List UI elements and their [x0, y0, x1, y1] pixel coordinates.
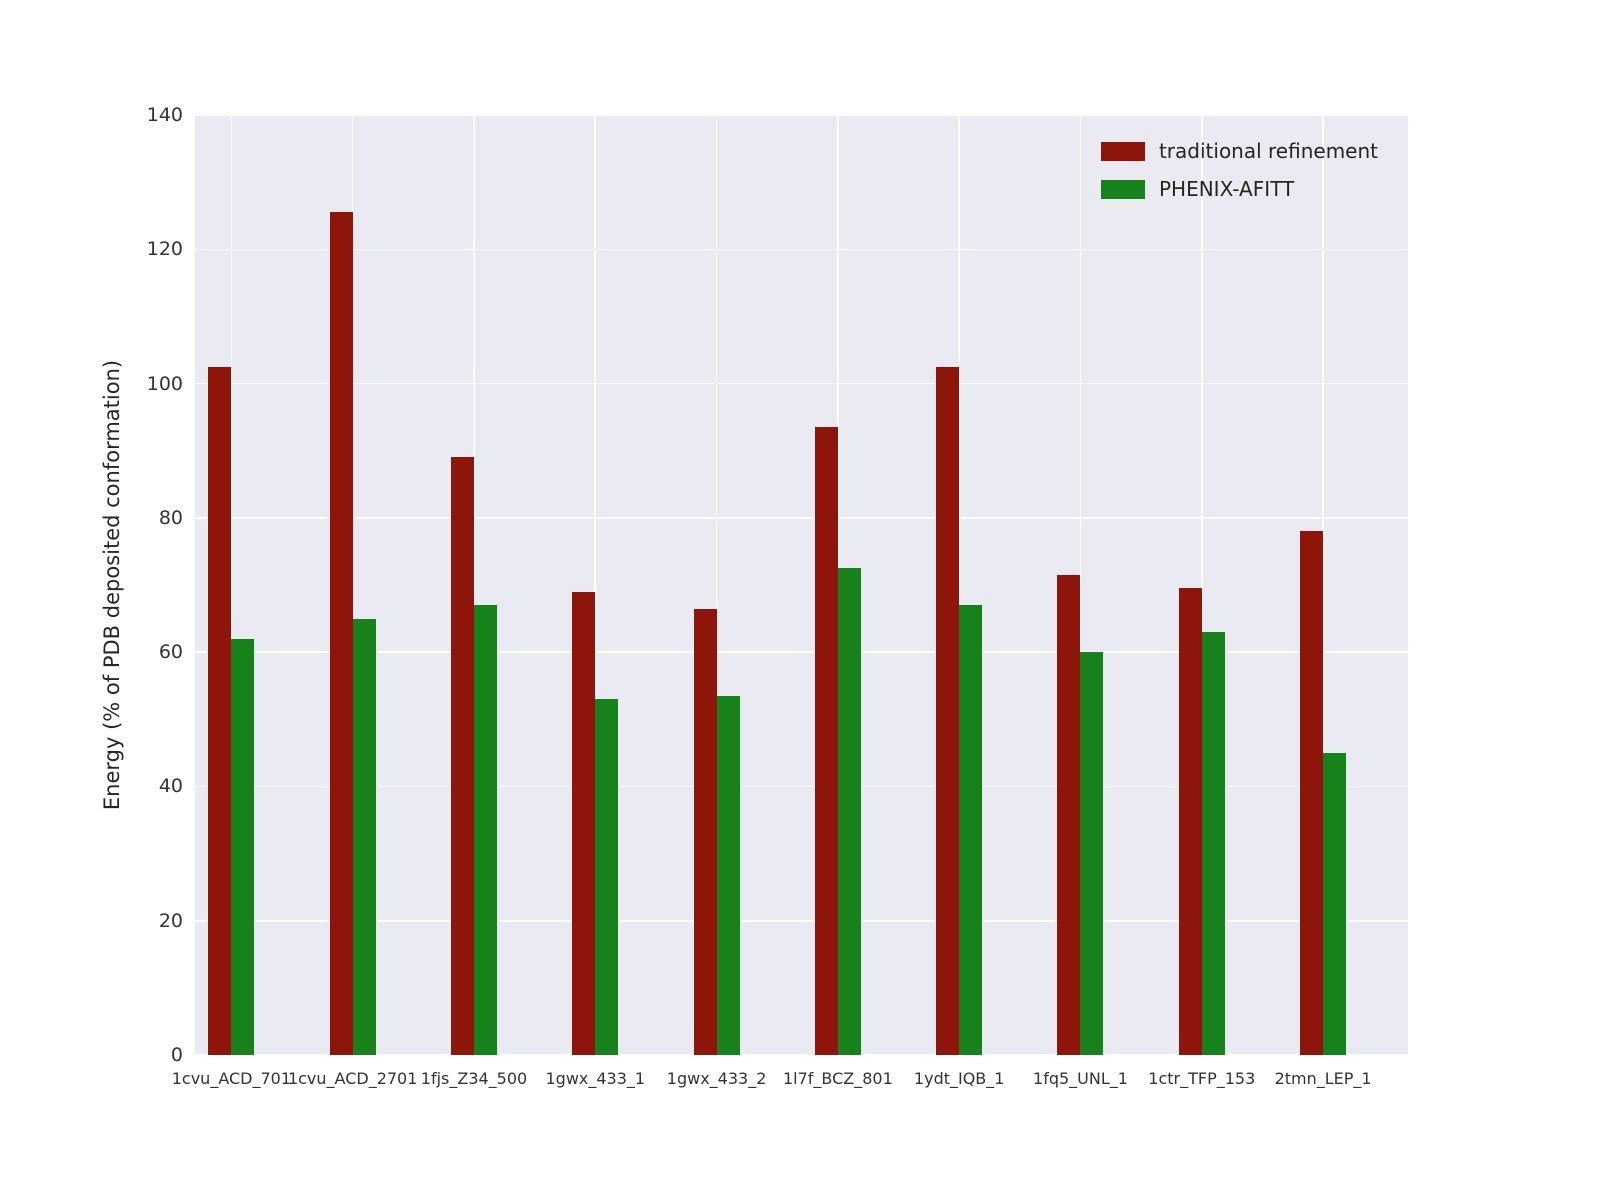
x-tick-label: 1cvu_ACD_2701	[287, 1069, 418, 1088]
x-tick-label: 1l7f_BCZ_801	[782, 1069, 893, 1088]
y-tick-label: 80	[158, 506, 183, 529]
gridline-vertical	[1200, 115, 1203, 1055]
bar-phenix-afitt	[959, 605, 983, 1055]
x-tick-label: 1gwx_433_1	[545, 1069, 646, 1088]
gridline-horizontal	[195, 382, 1408, 385]
bar-traditional-refinement	[1300, 531, 1324, 1055]
bar-phenix-afitt	[837, 568, 861, 1055]
gridline-horizontal	[195, 248, 1408, 251]
x-tick-label: 2tmn_LEP_1	[1274, 1069, 1372, 1088]
legend-label: traditional refinement	[1158, 139, 1378, 163]
x-tick-label: 1gwx_433_2	[666, 1069, 767, 1088]
legend-swatch-icon	[1100, 141, 1145, 161]
bar-phenix-afitt	[352, 618, 376, 1055]
bar-traditional-refinement	[572, 591, 596, 1055]
plot-area: traditional refinement PHENIX-AFITT	[195, 114, 1408, 1056]
legend-label: PHENIX-AFITT	[1158, 177, 1295, 201]
bar-traditional-refinement	[693, 608, 717, 1055]
x-tick-label: 1ctr_TFP_153	[1148, 1069, 1256, 1088]
gridline-vertical	[594, 115, 597, 1055]
y-tick-label: 140	[146, 104, 183, 126]
gridline-vertical	[473, 115, 475, 1055]
y-tick-label: 100	[146, 372, 183, 395]
bar-traditional-refinement	[450, 457, 474, 1055]
bar-traditional-refinement	[208, 366, 232, 1055]
bar-phenix-afitt	[473, 605, 497, 1055]
bar-phenix-afitt	[595, 699, 619, 1055]
bar-phenix-afitt	[716, 695, 740, 1055]
y-tick-label: 20	[158, 909, 183, 932]
gridline-vertical	[1079, 115, 1082, 1055]
gridline-horizontal	[195, 517, 1408, 519]
gridline-horizontal	[195, 651, 1408, 653]
legend-swatch-icon	[1100, 179, 1145, 199]
gridline-horizontal	[195, 1054, 1408, 1056]
bar-traditional-refinement	[329, 212, 353, 1055]
bar-phenix-afitt	[1080, 652, 1104, 1055]
y-tick-label: 60	[158, 641, 183, 664]
y-tick-label: 40	[158, 775, 183, 798]
gridline-horizontal	[195, 785, 1408, 788]
y-axis-title: Energy (% of PDB deposited conformation)	[100, 359, 124, 811]
bar-phenix-afitt	[231, 638, 255, 1055]
legend: traditional refinement PHENIX-AFITT	[1091, 133, 1388, 207]
x-tick-label: 1fjs_Z34_500	[420, 1069, 528, 1088]
gridline-vertical	[1322, 115, 1324, 1055]
legend-item: PHENIX-AFITT	[1100, 177, 1378, 201]
gridline-horizontal	[195, 919, 1408, 922]
bar-traditional-refinement	[1178, 588, 1202, 1055]
bar-phenix-afitt	[1323, 752, 1347, 1055]
legend-item: traditional refinement	[1100, 139, 1378, 163]
x-tick-label: 1fq5_UNL_1	[1033, 1069, 1128, 1088]
gridline-horizontal	[195, 114, 1408, 116]
gridline-vertical	[230, 115, 233, 1055]
bar-phenix-afitt	[1201, 632, 1225, 1055]
y-tick-label: 0	[170, 1044, 183, 1066]
bar-traditional-refinement	[936, 366, 960, 1055]
bar-traditional-refinement	[1057, 574, 1081, 1055]
gridline-vertical	[715, 115, 718, 1055]
bar-traditional-refinement	[814, 427, 838, 1055]
x-tick-label: 1ydt_IQB_1	[913, 1069, 1005, 1088]
y-tick-label: 120	[146, 238, 183, 261]
x-tick-label: 1cvu_ACD_701	[171, 1069, 292, 1088]
